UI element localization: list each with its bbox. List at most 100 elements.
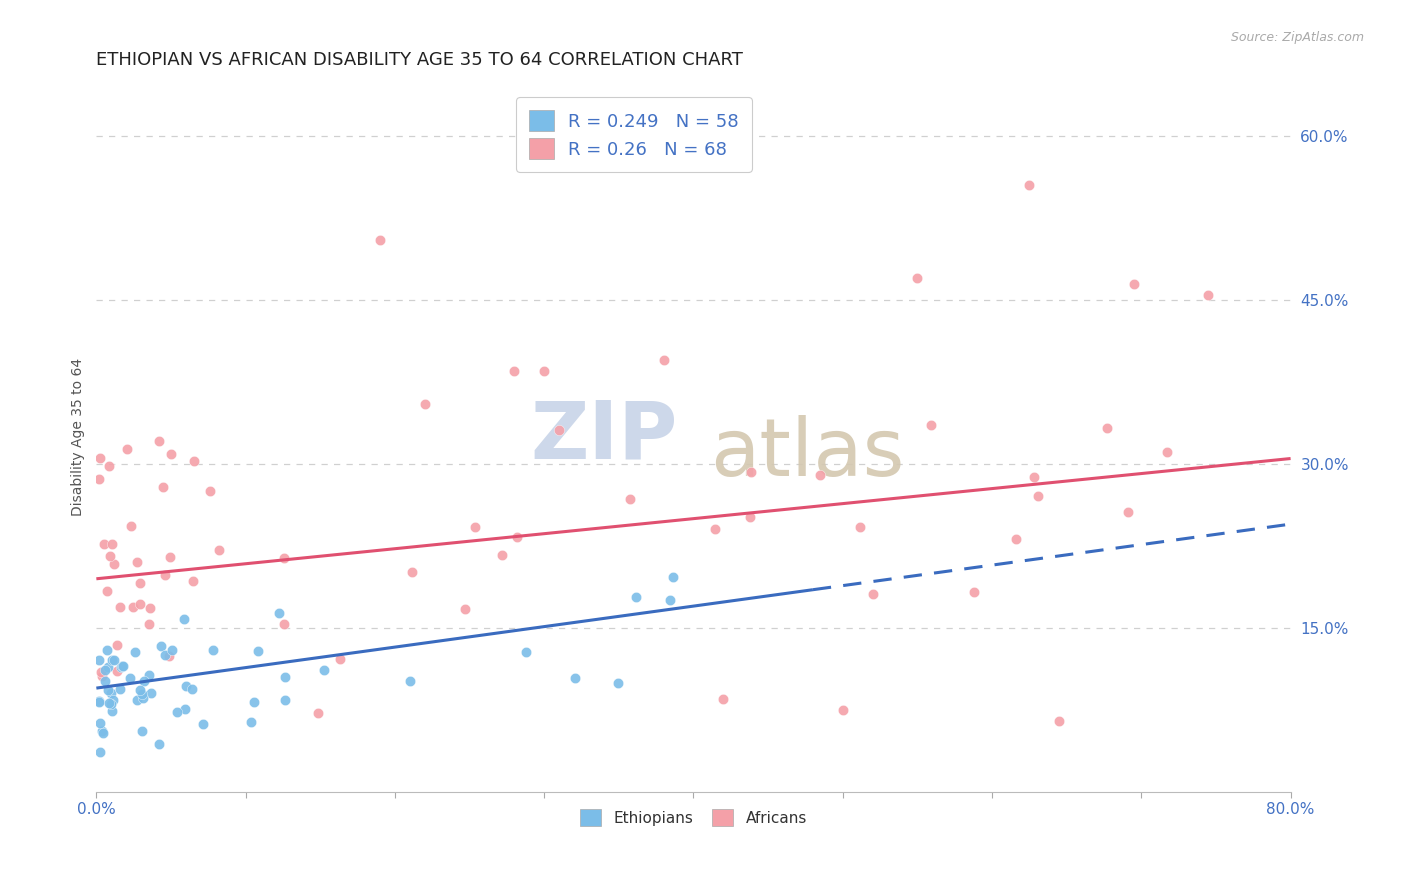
Point [91, 723, 114, 738]
Point [661, 570, 683, 584]
Point [1198, 287, 1220, 301]
Point [121, 599, 143, 614]
Point [652, 353, 675, 368]
Point [711, 692, 734, 706]
Point [89, 745, 111, 759]
Legend: Ethiopians, Africans: Ethiopians, Africans [572, 801, 814, 834]
Point [207, 542, 229, 557]
Point [89, 665, 111, 679]
Point [173, 612, 195, 626]
Point [103, 692, 125, 706]
Point [274, 693, 297, 707]
Point [201, 642, 224, 657]
Point [157, 649, 180, 664]
Point [152, 480, 174, 494]
Point [398, 674, 420, 689]
Y-axis label: Disability Age 35 to 64: Disability Age 35 to 64 [72, 358, 86, 516]
Point [198, 483, 221, 498]
Point [138, 667, 160, 681]
Point [101, 704, 124, 718]
Text: atlas: atlas [710, 416, 904, 493]
Point [131, 723, 153, 738]
Point [738, 509, 761, 524]
Point [181, 681, 204, 696]
Point [100, 697, 122, 711]
Point [1116, 505, 1139, 519]
Point [506, 530, 529, 544]
Point [90, 669, 112, 683]
Point [1047, 714, 1070, 728]
Point [138, 616, 160, 631]
Point [89, 715, 111, 730]
Point [849, 520, 872, 534]
Point [413, 397, 436, 411]
Point [105, 638, 128, 652]
Point [155, 568, 177, 582]
Point [138, 601, 160, 615]
Point [1024, 470, 1046, 484]
Point [101, 537, 124, 551]
Point [166, 705, 188, 719]
Point [515, 645, 537, 659]
Point [115, 442, 138, 457]
Point [905, 271, 928, 285]
Point [89, 653, 111, 667]
Point [91, 726, 114, 740]
Point [103, 557, 125, 571]
Point [920, 417, 942, 432]
Point [963, 585, 986, 599]
Point [1018, 178, 1040, 193]
Point [105, 664, 128, 678]
Point [454, 602, 477, 616]
Point [1122, 277, 1144, 291]
Point [624, 591, 647, 605]
Point [619, 492, 641, 507]
Point [98, 458, 121, 473]
Point [148, 434, 170, 448]
Point [94, 663, 117, 677]
Point [97, 682, 120, 697]
Point [273, 550, 295, 565]
Point [93, 673, 115, 688]
Point [704, 522, 727, 536]
Point [1004, 533, 1026, 547]
Point [110, 660, 132, 674]
Point [1097, 420, 1119, 434]
Point [98, 696, 121, 710]
Point [111, 659, 134, 673]
Point [132, 691, 155, 706]
Point [124, 645, 146, 659]
Point [491, 548, 513, 562]
Point [131, 687, 153, 701]
Point [808, 467, 831, 482]
Point [160, 447, 183, 461]
Point [273, 617, 295, 632]
Point [191, 717, 214, 731]
Text: ETHIOPIAN VS AFRICAN DISABILITY AGE 35 TO 64 CORRELATION CHART: ETHIOPIAN VS AFRICAN DISABILITY AGE 35 T… [97, 51, 744, 69]
Point [831, 703, 853, 717]
Point [96, 642, 118, 657]
Point [1156, 445, 1178, 459]
Point [89, 694, 111, 708]
Point [129, 597, 152, 611]
Point [174, 679, 197, 693]
Point [100, 686, 122, 700]
Point [312, 663, 335, 677]
Point [100, 652, 122, 666]
Point [148, 737, 170, 751]
Point [139, 686, 162, 700]
Point [533, 364, 555, 378]
Point [127, 555, 149, 569]
Point [96, 584, 118, 599]
Point [120, 519, 142, 533]
Point [89, 471, 111, 485]
Text: Source: ZipAtlas.com: Source: ZipAtlas.com [1230, 31, 1364, 45]
Point [118, 671, 141, 685]
Point [97, 660, 120, 674]
Point [132, 674, 155, 689]
Point [89, 695, 111, 709]
Point [98, 549, 121, 563]
Point [246, 643, 269, 657]
Point [108, 599, 131, 614]
Point [243, 695, 266, 709]
